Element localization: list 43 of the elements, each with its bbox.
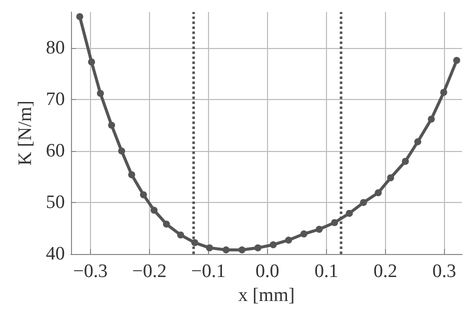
y-axis-title: K [N/m] — [15, 100, 36, 166]
point — [238, 246, 246, 254]
y-tick-label: 40 — [46, 244, 65, 264]
point — [177, 231, 184, 238]
point — [191, 239, 198, 246]
point — [316, 226, 323, 233]
point — [285, 236, 292, 244]
point — [360, 199, 367, 206]
point — [162, 220, 170, 228]
point — [270, 241, 277, 248]
y-tick-label: 70 — [46, 89, 65, 110]
x-tick-label: 0.0 — [255, 261, 280, 282]
x-tick-label: −0.3 — [73, 261, 108, 282]
point — [428, 116, 435, 123]
point — [206, 244, 214, 252]
x-tick-label: −0.2 — [132, 261, 167, 282]
y-tick-label: 60 — [46, 140, 65, 162]
point — [331, 219, 338, 226]
point — [128, 171, 136, 178]
point — [118, 148, 126, 155]
x-tick-label: −0.1 — [191, 261, 226, 282]
point — [76, 13, 84, 20]
y-tick-label: 80 — [46, 38, 65, 59]
point — [108, 122, 116, 129]
point — [254, 244, 262, 252]
point — [96, 90, 104, 97]
point — [440, 88, 448, 96]
point — [150, 206, 158, 214]
point — [300, 230, 308, 238]
y-tick-label: 50 — [46, 192, 65, 214]
point — [387, 174, 394, 182]
x-axis-title: x [mm] — [238, 284, 295, 306]
point — [414, 138, 422, 146]
point — [222, 246, 230, 254]
x-tick-label: 0.1 — [314, 261, 338, 282]
x-tick-label: 0.3 — [432, 261, 456, 282]
point — [402, 158, 409, 165]
point — [374, 189, 382, 196]
point — [88, 58, 96, 66]
point — [140, 191, 147, 198]
point — [453, 56, 460, 64]
point — [346, 210, 353, 217]
x-tick-label: 0.2 — [373, 261, 398, 282]
